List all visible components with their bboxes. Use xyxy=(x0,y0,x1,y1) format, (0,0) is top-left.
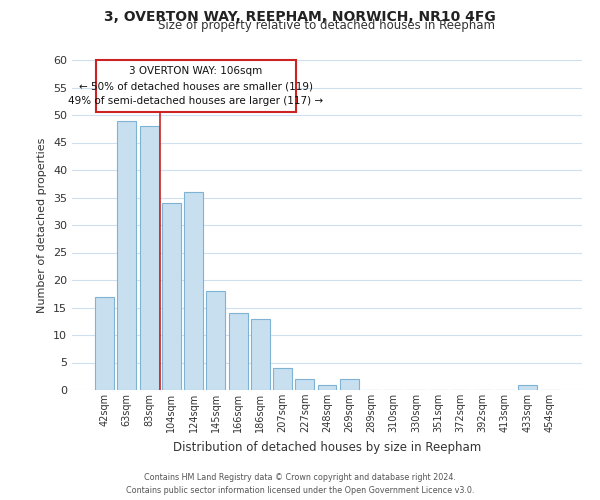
Bar xyxy=(229,313,248,390)
Bar xyxy=(184,192,203,390)
Text: 3 OVERTON WAY: 106sqm
← 50% of detached houses are smaller (119)
49% of semi-det: 3 OVERTON WAY: 106sqm ← 50% of detached … xyxy=(68,66,323,106)
Bar xyxy=(273,368,292,390)
Bar xyxy=(317,384,337,390)
Bar xyxy=(518,384,536,390)
Bar xyxy=(95,296,114,390)
Text: Contains HM Land Registry data © Crown copyright and database right 2024.
Contai: Contains HM Land Registry data © Crown c… xyxy=(126,474,474,495)
Bar xyxy=(251,318,270,390)
Title: Size of property relative to detached houses in Reepham: Size of property relative to detached ho… xyxy=(158,20,496,32)
Bar xyxy=(295,379,314,390)
Bar xyxy=(140,126,158,390)
X-axis label: Distribution of detached houses by size in Reepham: Distribution of detached houses by size … xyxy=(173,440,481,454)
Bar xyxy=(118,120,136,390)
Bar xyxy=(206,291,225,390)
Y-axis label: Number of detached properties: Number of detached properties xyxy=(37,138,47,312)
FancyBboxPatch shape xyxy=(96,60,296,112)
Bar xyxy=(340,379,359,390)
Text: 3, OVERTON WAY, REEPHAM, NORWICH, NR10 4FG: 3, OVERTON WAY, REEPHAM, NORWICH, NR10 4… xyxy=(104,10,496,24)
Bar xyxy=(162,203,181,390)
